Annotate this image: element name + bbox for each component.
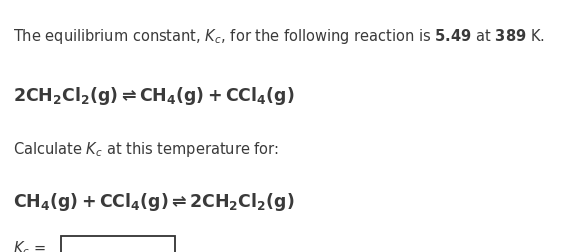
Text: $K_c$ =: $K_c$ = [13,238,46,252]
Text: $\mathbf{2CH_2Cl_2(g) \rightleftharpoons CH_4(g) + CCl_4(g)}$: $\mathbf{2CH_2Cl_2(g) \rightleftharpoons… [13,84,294,106]
FancyBboxPatch shape [61,236,176,252]
Text: The equilibrium constant, $K_c$, for the following reaction is $\mathbf{5.49}$ a: The equilibrium constant, $K_c$, for the… [13,26,545,45]
Text: Calculate $K_c$ at this temperature for:: Calculate $K_c$ at this temperature for: [13,140,279,159]
Text: $\mathbf{CH_4(g) + CCl_4(g) \rightleftharpoons 2CH_2Cl_2(g)}$: $\mathbf{CH_4(g) + CCl_4(g) \rightleftha… [13,190,294,212]
